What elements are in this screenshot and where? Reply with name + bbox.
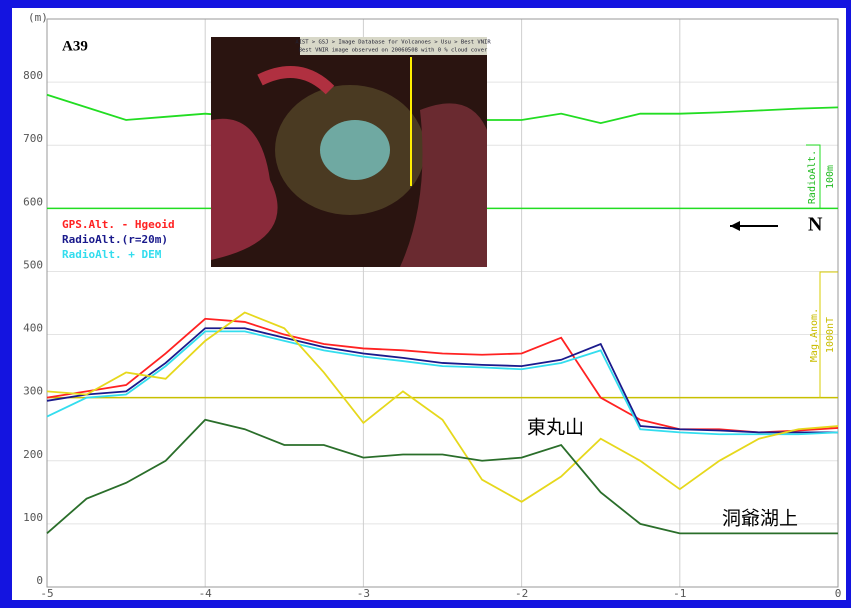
chart-title: A39 — [62, 38, 88, 54]
x-tick-label: -2 — [515, 587, 528, 600]
image-region — [320, 120, 390, 180]
lake-label: 洞爺湖上 — [722, 508, 798, 530]
x-tick-label: -5 — [40, 587, 53, 600]
image-caption: AIST > GSJ > Image Database for Volcanoe… — [295, 40, 491, 46]
legend-entry: RadioAlt.(r=20m) — [62, 233, 168, 246]
x-tick-label: -4 — [199, 587, 213, 600]
y-tick-label: 200 — [23, 448, 43, 461]
satellite-image: AIST > GSJ > Image Database for Volcanoe… — [211, 37, 491, 267]
y-tick-label: 300 — [23, 385, 43, 398]
y-tick-label: 500 — [23, 258, 43, 271]
image-caption: Best VNIR image observed on 20060508 wit… — [299, 48, 488, 54]
radio-scale-label: RadioAlt. — [807, 150, 818, 204]
y-tick-label: 100 — [23, 511, 43, 524]
north-label: N — [808, 214, 823, 236]
y-tick-label: 800 — [23, 69, 43, 82]
y-unit: (m) — [28, 11, 48, 24]
legend-entry: RadioAlt. + DEM — [62, 248, 162, 261]
mag-scale-label: 1000nT — [825, 317, 836, 353]
mag-scale-label: Mag.Anom. — [809, 308, 820, 362]
y-tick-label: 400 — [23, 322, 43, 335]
legend-entry: GPS.Alt. - Hgeoid — [62, 218, 175, 231]
y-tick-label: 0 — [36, 574, 43, 587]
y-tick-label: 700 — [23, 132, 43, 145]
peak-label: 東丸山 — [527, 417, 584, 439]
page: (m) A39 AIST > GSJ > Image Database for … — [0, 0, 851, 608]
x-tick-label: -1 — [673, 587, 686, 600]
chart: (m) A39 AIST > GSJ > Image Database for … — [0, 0, 851, 608]
radio-scale-label: 100m — [825, 165, 836, 189]
x-tick-label: -3 — [357, 587, 370, 600]
x-tick-label: 0 — [835, 587, 842, 600]
y-tick-label: 600 — [23, 195, 43, 208]
